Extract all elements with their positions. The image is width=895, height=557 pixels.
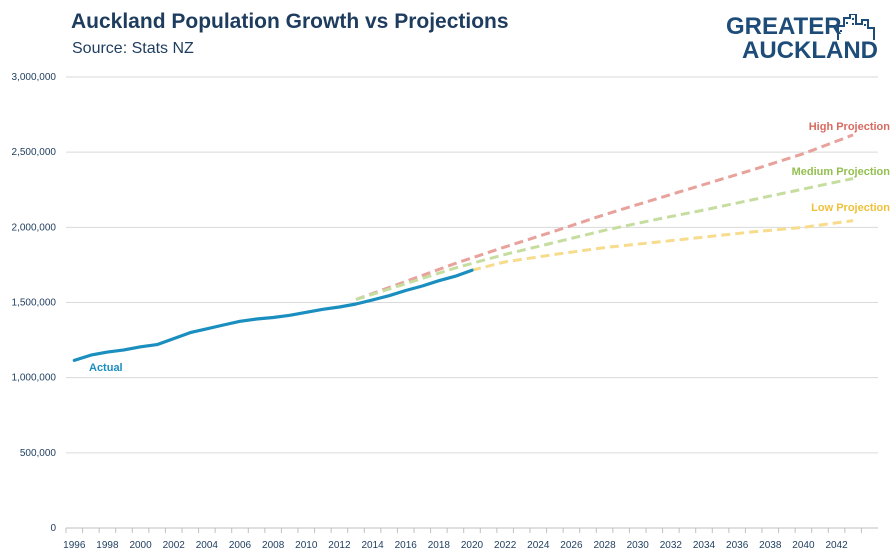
y-tick-label: 0 xyxy=(50,523,56,534)
x-tick-label: 1996 xyxy=(63,540,86,551)
chart-subtitle: Source: Stats NZ xyxy=(72,40,194,57)
x-tick-label: 2036 xyxy=(726,540,749,551)
x-tick-label: 2014 xyxy=(361,540,384,551)
chart-title: Auckland Population Growth vs Projection… xyxy=(71,10,509,33)
series-label-low-projection: Low Projection xyxy=(811,202,890,214)
x-tick-label: 2024 xyxy=(527,540,550,551)
x-tick-label: 2020 xyxy=(461,540,484,551)
y-tick-label: 1,500,000 xyxy=(12,298,57,309)
logo-line-2: AUCKLAND xyxy=(742,37,878,64)
x-tick-label: 2002 xyxy=(163,540,186,551)
y-tick-label: 3,000,000 xyxy=(12,72,57,83)
series-line-low-projection xyxy=(471,219,854,272)
greater-auckland-logo[interactable]: GREATER AUCKLAND xyxy=(724,14,884,64)
x-tick-label: 2018 xyxy=(428,540,451,551)
x-tick-label: 2026 xyxy=(560,540,583,551)
series-label-actual: Actual xyxy=(89,362,123,374)
x-tick-label: 2000 xyxy=(129,540,152,551)
x-tick-label: 2016 xyxy=(395,540,418,551)
gridlines xyxy=(66,76,878,454)
x-tick-label: 2030 xyxy=(627,540,650,551)
x-tick-label: 2006 xyxy=(229,540,252,551)
x-tick-label: 2022 xyxy=(494,540,517,551)
x-tick-label: 2034 xyxy=(693,540,716,551)
axes: 0 500,000 1,000,000 1,500,000 2,000,000 2,500… xyxy=(12,72,878,551)
series-lines xyxy=(72,133,854,362)
x-tick-label: 1998 xyxy=(96,540,119,551)
y-tick-label: 1,000,000 xyxy=(12,373,57,384)
logo-line-1: GREATER xyxy=(726,13,842,40)
x-tick-label: 2028 xyxy=(593,540,616,551)
series-label-medium-projection: Medium Projection xyxy=(792,166,891,178)
x-tick-label: 2042 xyxy=(825,540,848,551)
x-tick-label: 2008 xyxy=(262,540,285,551)
y-tick-label: 2,000,000 xyxy=(12,222,57,233)
y-tick-label: 500,000 xyxy=(20,448,57,459)
series-line-medium-projection xyxy=(355,177,854,301)
x-tick-label: 2012 xyxy=(328,540,351,551)
series-labels: Actual High Projection Medium Projection Lo… xyxy=(89,121,890,374)
y-tick-label: 2,500,000 xyxy=(12,147,57,158)
series-line-high-projection xyxy=(355,133,854,301)
x-tick-label: 2004 xyxy=(196,540,219,551)
series-label-high-projection: High Projection xyxy=(809,121,891,133)
city-buildings-icon xyxy=(837,14,875,40)
x-tick-label: 2038 xyxy=(759,540,782,551)
x-tick-label: 2040 xyxy=(792,540,815,551)
series-line-actual xyxy=(72,268,474,362)
x-tick-label: 2010 xyxy=(295,540,318,551)
x-tick-label: 2032 xyxy=(660,540,683,551)
